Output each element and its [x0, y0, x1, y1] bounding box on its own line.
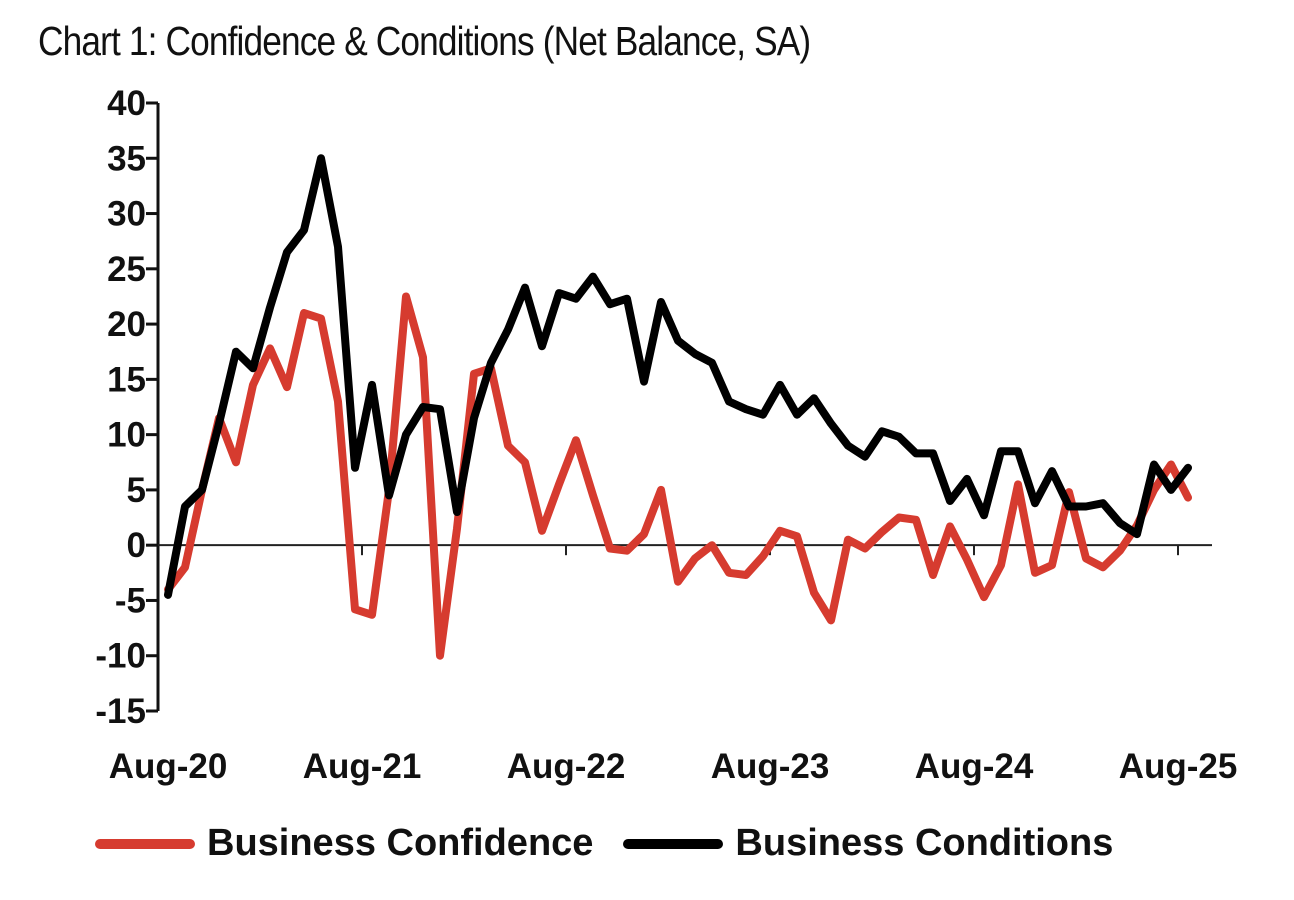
y-tick-label: 0 [127, 526, 146, 565]
x-tick-label: Aug-22 [507, 747, 626, 786]
y-tick-label: -10 [95, 637, 146, 676]
series-group [164, 154, 1192, 660]
legend-item-conditions: Business Conditions [623, 822, 1113, 865]
y-tick-label: 25 [107, 250, 146, 289]
x-tick-label: Aug-20 [109, 747, 228, 786]
y-tick-label: 35 [107, 139, 146, 178]
y-tick-label: -15 [95, 692, 146, 731]
legend-label-confidence: Business Confidence [207, 822, 594, 864]
legend: Business Confidence Business Conditions [95, 822, 1143, 865]
y-tick-label: 10 [107, 416, 146, 455]
y-tick-label: 30 [107, 195, 146, 234]
x-axis: Aug-20 Aug-21 Aug-22 Aug-23 Aug-24 Aug-25 [109, 544, 1238, 786]
x-tick-label: Aug-23 [711, 747, 830, 786]
y-tick-label: 20 [107, 305, 146, 344]
y-tick-label: -5 [115, 581, 146, 620]
chart-title: Chart 1: Confidence & Conditions (Net Ba… [38, 18, 811, 64]
legend-item-confidence: Business Confidence [95, 822, 593, 865]
x-tick-label: Aug-25 [1119, 747, 1238, 786]
legend-label-conditions: Business Conditions [735, 822, 1114, 864]
x-tick-label: Aug-24 [915, 747, 1034, 786]
x-tick-label: Aug-21 [303, 747, 422, 786]
y-tick-label: 40 [107, 84, 146, 123]
y-axis: 40 35 30 25 20 15 10 5 0 -5 -10 -15 [95, 84, 160, 731]
y-tick-label: 15 [107, 360, 146, 399]
series-line-business-conditions [164, 154, 1192, 599]
legend-swatch-confidence [95, 838, 195, 849]
y-tick-label: 5 [127, 471, 146, 510]
series-line-business-confidence [164, 292, 1192, 660]
legend-swatch-conditions [623, 838, 724, 849]
